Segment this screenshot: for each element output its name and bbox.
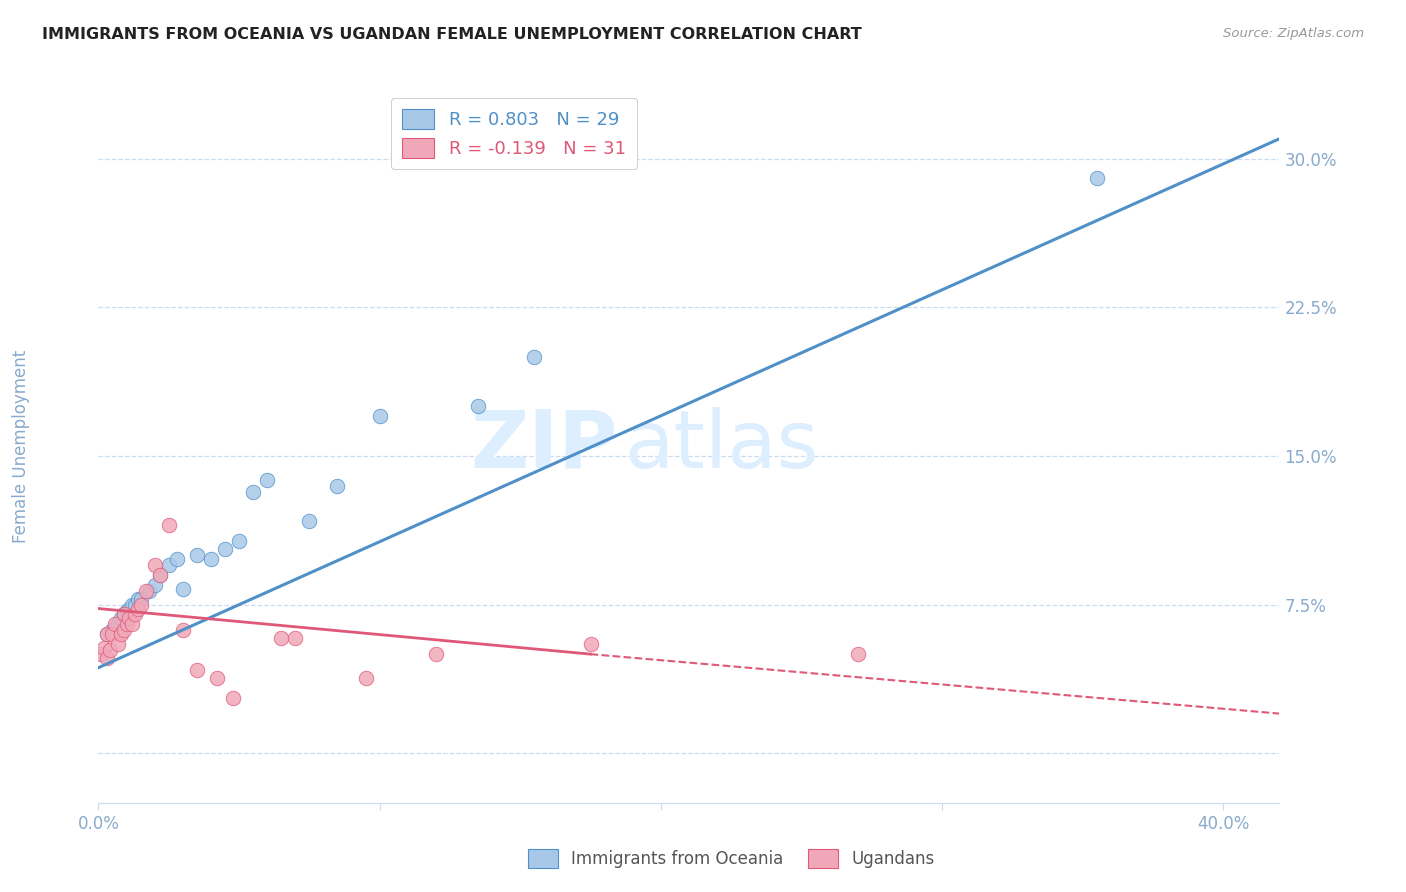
Point [205,671,228,685]
Point [96,627,118,641]
Point [200,552,222,566]
Text: Source: ZipAtlas.com: Source: ZipAtlas.com [1223,27,1364,40]
Point [112,607,135,622]
Point [121,617,143,632]
Point [425,647,447,661]
Point [98,643,121,657]
Point [110,627,132,641]
Point [270,632,292,646]
Point [228,534,250,549]
Point [96,627,118,641]
Legend: Immigrants from Oceania, Ugandans: Immigrants from Oceania, Ugandans [520,843,942,875]
Text: atlas: atlas [624,407,818,485]
Legend: R = 0.803   N = 29, R = -0.139   N = 31: R = 0.803 N = 29, R = -0.139 N = 31 [391,98,637,169]
Point [121,598,143,612]
Point [124,607,146,622]
Point [107,617,129,632]
Point [157,518,180,533]
Point [166,552,188,566]
Point [354,671,377,685]
Point [523,350,546,364]
Point [127,601,149,615]
Point [214,542,236,557]
Point [118,611,141,625]
Point [107,637,129,651]
Point [127,591,149,606]
Point [579,637,602,651]
Point [326,478,349,492]
Point [222,690,245,705]
Point [112,607,135,622]
Point [129,598,152,612]
Point [101,624,124,638]
Text: Female Unemployment: Female Unemployment [13,350,30,542]
Point [298,514,321,528]
Point [149,567,172,582]
Point [143,558,166,572]
Point [115,603,138,617]
Point [284,632,307,646]
Point [124,598,146,612]
Point [90,647,112,661]
Point [118,601,141,615]
Point [242,484,264,499]
Point [143,578,166,592]
Point [149,567,172,582]
Text: IMMIGRANTS FROM OCEANIA VS UGANDAN FEMALE UNEMPLOYMENT CORRELATION CHART: IMMIGRANTS FROM OCEANIA VS UGANDAN FEMAL… [42,27,862,42]
Point [172,582,194,596]
Point [115,617,138,632]
Point [93,641,115,656]
Point [96,651,118,665]
Point [110,611,132,625]
Point [846,647,869,661]
Point [256,473,278,487]
Point [129,591,152,606]
Point [112,624,135,638]
Point [186,663,208,677]
Point [138,583,160,598]
Point [157,558,180,572]
Point [104,617,127,632]
Text: ZIP: ZIP [471,407,619,485]
Point [186,548,208,562]
Point [467,400,489,414]
Point [101,627,124,641]
Point [1085,171,1108,186]
Point [368,409,391,424]
Point [172,624,194,638]
Point [135,583,157,598]
